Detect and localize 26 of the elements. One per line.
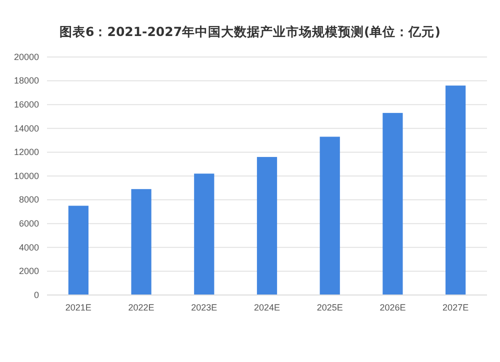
x-tick-label: 2025E — [316, 302, 343, 312]
y-tick-label: 4000 — [18, 242, 39, 252]
y-tick-label: 14000 — [14, 123, 39, 134]
y-tick-label: 2000 — [18, 266, 39, 276]
chart-title: 图表6：2021-2027年中国大数据产业市场规模预测(单位：亿元) — [60, 24, 440, 39]
x-tick-label: 2024E — [254, 302, 280, 312]
bar — [382, 112, 403, 295]
x-tick-label: 2023E — [191, 302, 218, 312]
x-tick-label: 2021E — [65, 302, 92, 312]
y-tick-label: 12000 — [14, 147, 39, 158]
bar — [320, 136, 340, 295]
bar — [131, 189, 152, 295]
x-tick-label: 2022E — [128, 302, 154, 312]
bar — [256, 156, 278, 295]
y-tick-label: 10000 — [14, 170, 39, 181]
bar — [68, 206, 88, 295]
bar — [194, 174, 214, 295]
y-tick-label: 18000 — [14, 76, 39, 86]
y-tick-label: 8000 — [18, 194, 39, 205]
y-tick-label: 0 — [34, 290, 39, 300]
x-tick-label: 2027E — [442, 302, 469, 312]
y-tick-label: 20000 — [14, 52, 39, 62]
y-tick-label: 16000 — [14, 99, 39, 110]
y-tick-label: 6000 — [18, 218, 39, 228]
x-tick-label: 2026E — [380, 302, 406, 312]
bar — [446, 86, 466, 295]
